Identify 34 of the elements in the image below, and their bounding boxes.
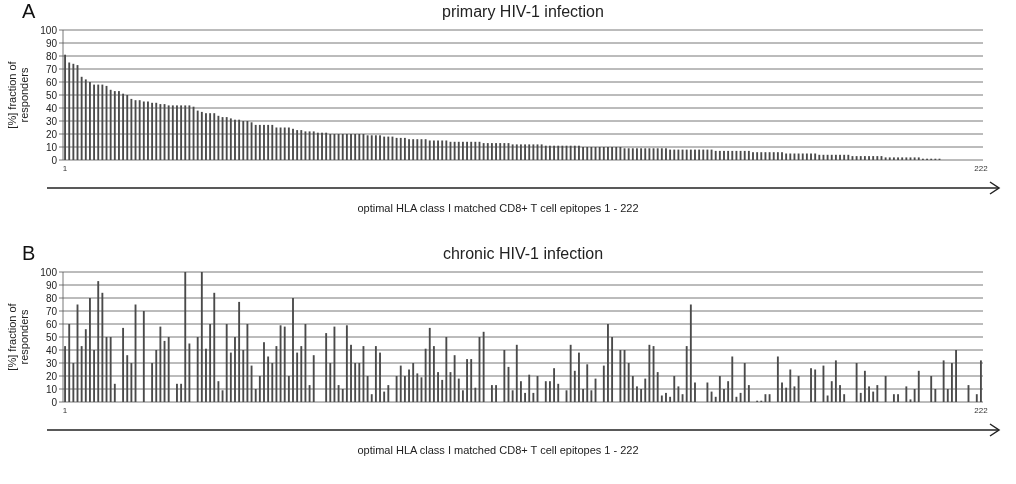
y-tick-label: 80: [45, 292, 58, 304]
y-tick-label: 20: [45, 370, 58, 382]
y-tick-label: 50: [45, 331, 58, 343]
x-tick-label: 222: [974, 406, 989, 415]
y-tick-label: 40: [45, 344, 58, 356]
x-tick-label: 222: [974, 164, 989, 173]
x-tick-label: 1: [62, 164, 68, 173]
chart-title: primary HIV-1 infection: [442, 3, 604, 20]
x-axis-title: optimal HLA class I matched CD8+ T cell epitopes 1 - 222: [357, 444, 639, 456]
y-tick-label: 70: [45, 305, 58, 317]
y-tick-label: 40: [45, 102, 58, 114]
y-axis-title: [%] fraction of responders: [5, 302, 31, 371]
x-tick-label: 1: [62, 406, 68, 415]
y-tick-label: 50: [45, 89, 58, 101]
text: A: [22, 0, 36, 22]
y-tick-label: 80: [45, 50, 58, 62]
y-tick-label: 90: [45, 279, 58, 291]
y-tick-label: 60: [45, 318, 58, 330]
text: B: [22, 242, 36, 264]
y-tick-label: 60: [45, 76, 58, 88]
x-axis-title: optimal HLA class I matched CD8+ T cell epitopes 1 - 222: [357, 202, 639, 214]
y-tick-label: 90: [45, 37, 58, 49]
y-tick-label: 0: [51, 154, 58, 166]
y-tick-label: 100: [40, 24, 58, 36]
y-tick-label: 30: [45, 357, 58, 369]
y-tick-label: 20: [45, 128, 58, 140]
y-tick-label: 10: [45, 141, 58, 153]
y-tick-label: 70: [45, 63, 58, 75]
chart-title: chronic HIV-1 infection: [442, 245, 604, 262]
y-tick-label: 100: [40, 266, 58, 278]
y-tick-label: 0: [51, 396, 58, 408]
y-tick-label: 10: [45, 383, 58, 395]
y-axis-title: [%] fraction of responders: [5, 60, 31, 129]
y-tick-label: 30: [45, 115, 58, 127]
